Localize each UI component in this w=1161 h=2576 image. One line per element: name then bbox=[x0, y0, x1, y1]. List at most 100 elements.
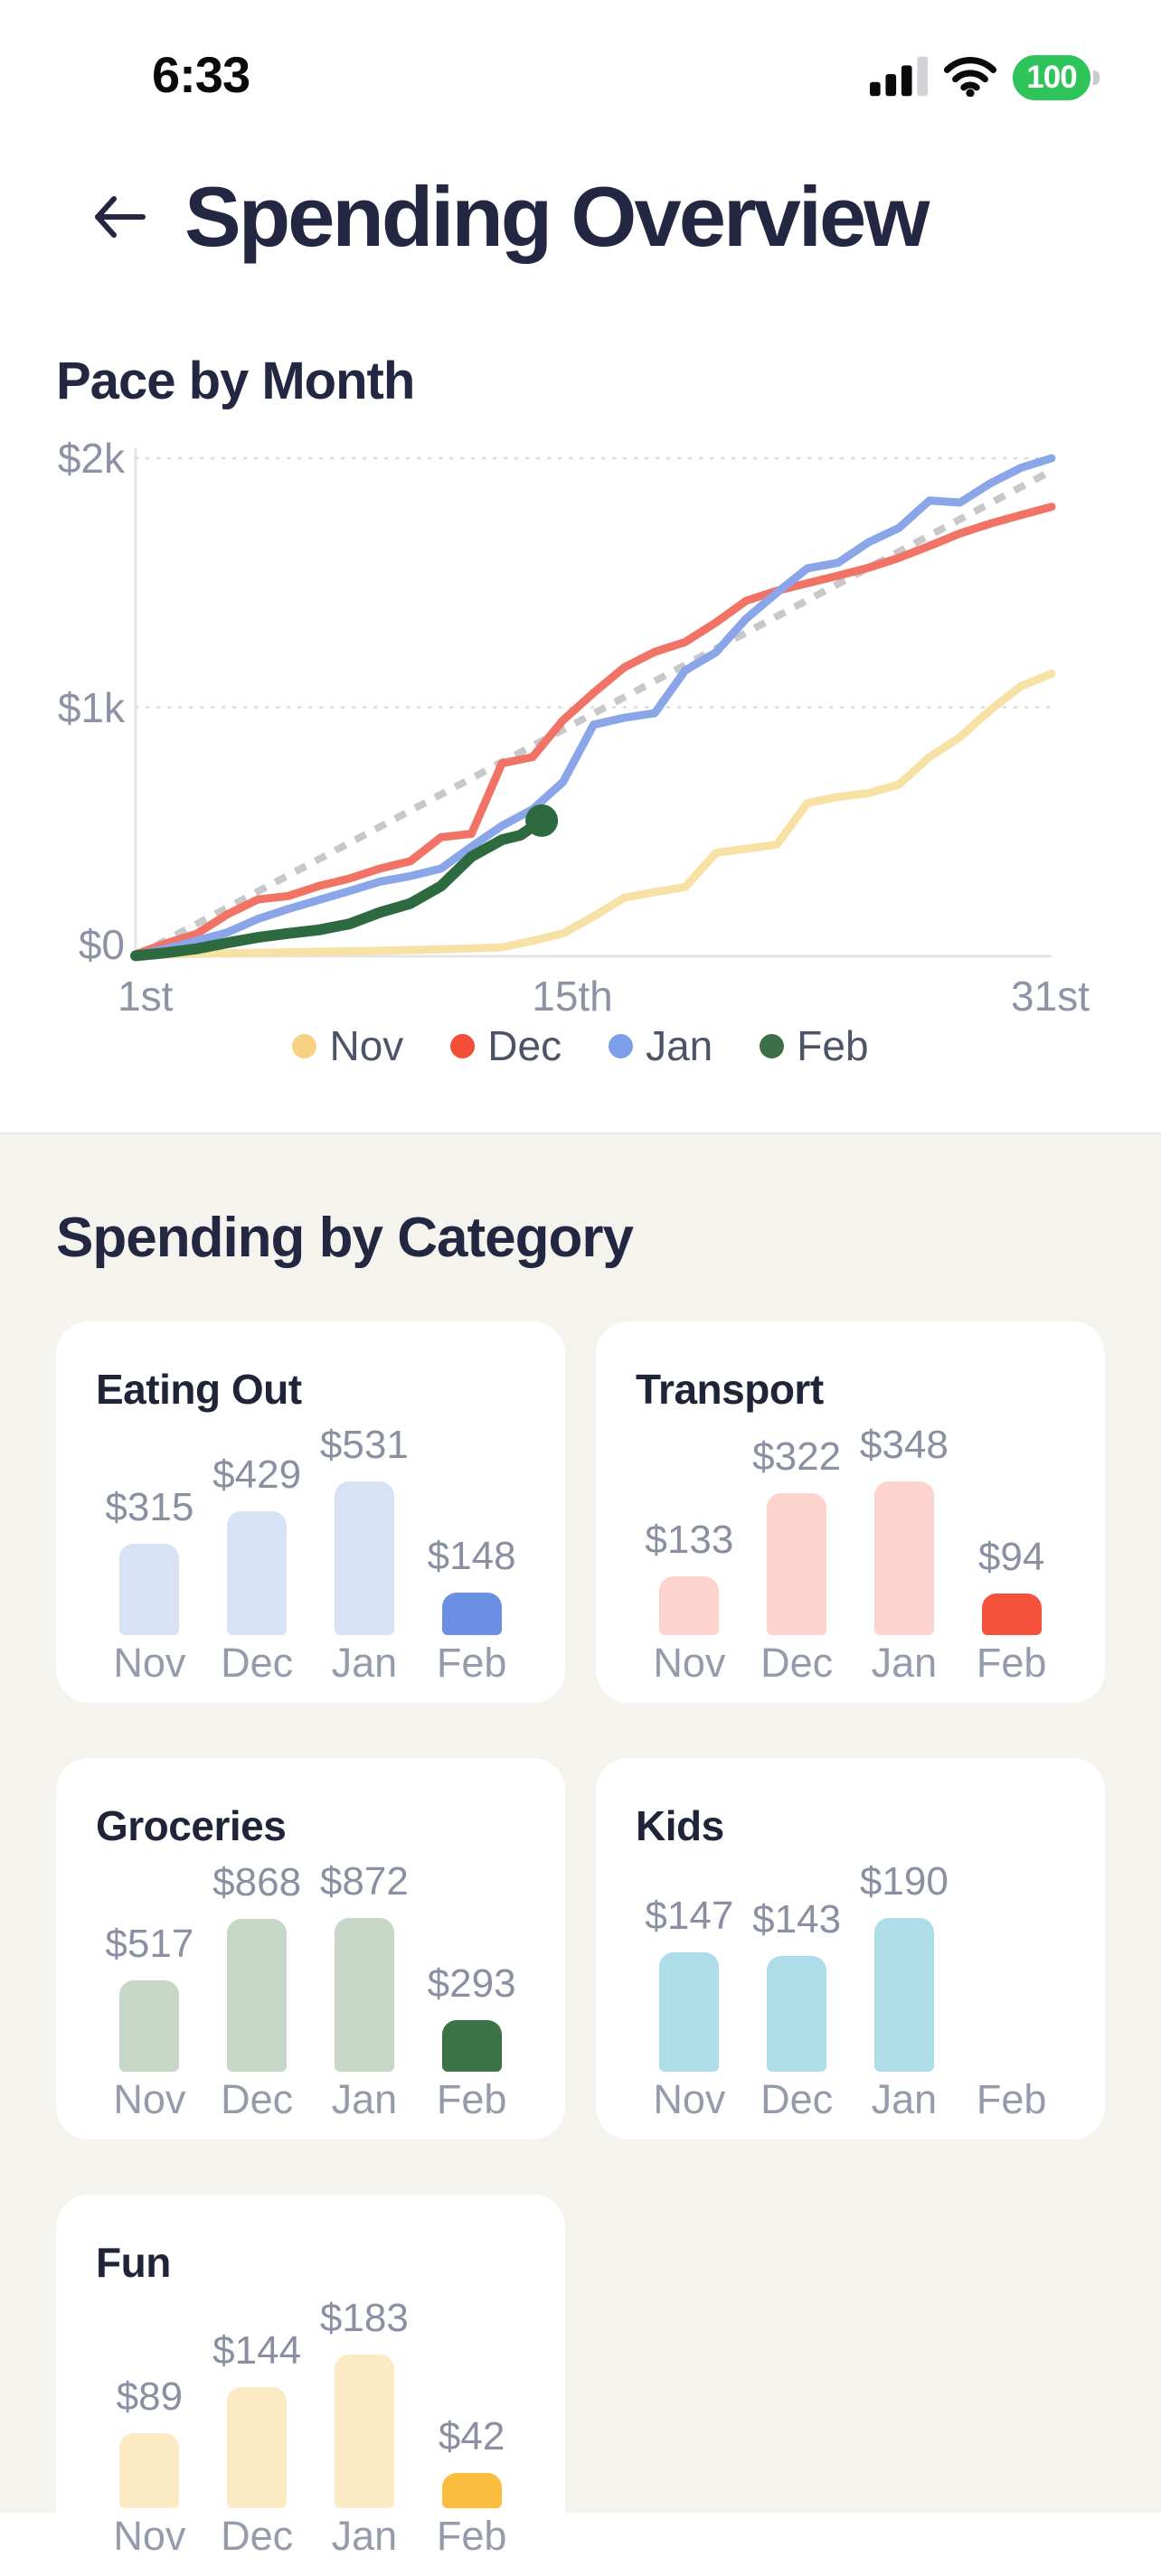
bar-month-label: Nov bbox=[653, 1640, 726, 1686]
bar-column: $190 bbox=[851, 1758, 958, 2072]
category-card-groceries: Groceries $517 Nov $868 Dec $872 Jan $293 Feb bbox=[56, 1758, 565, 2139]
bar-value-label: $143 bbox=[752, 1897, 842, 1941]
bar-jan bbox=[873, 1481, 934, 1635]
bar-dec bbox=[227, 2387, 288, 2508]
battery-nub bbox=[1093, 71, 1100, 85]
bar-jan bbox=[334, 2355, 394, 2508]
bar-column: $517 bbox=[96, 1758, 203, 2072]
bar-nov bbox=[119, 1544, 180, 1635]
card-title: Transport bbox=[636, 1366, 824, 1413]
bar-month-label: Dec bbox=[221, 2513, 294, 2559]
bar-dec bbox=[227, 1919, 288, 2072]
legend-item-dec: Dec bbox=[450, 1021, 562, 1070]
bar-value-label: $133 bbox=[645, 1518, 734, 1562]
bar-value-label: $868 bbox=[212, 1860, 302, 1904]
bar-jan bbox=[334, 1481, 394, 1635]
series-line-nov bbox=[131, 669, 1056, 960]
bar-column: $872 bbox=[311, 1758, 419, 2072]
bar-value-label: $94 bbox=[977, 1535, 1045, 1579]
bar-column: $315 bbox=[96, 1321, 203, 1635]
bar-column: $94 bbox=[958, 1321, 1065, 1635]
bar-feb bbox=[441, 2473, 502, 2508]
bar-value-label: $89 bbox=[116, 2374, 184, 2419]
bar-dec bbox=[227, 1511, 288, 1635]
bar-nov bbox=[119, 1980, 180, 2072]
legend-label: Nov bbox=[329, 1022, 404, 1069]
bar-month-label: Feb bbox=[436, 2513, 507, 2559]
bar-dec bbox=[767, 1956, 827, 2072]
pace-section-title: Pace by Month bbox=[56, 352, 415, 410]
battery-icon: 100 bbox=[1013, 55, 1100, 100]
bar-month-label: Feb bbox=[976, 2076, 1047, 2122]
bar-value-label: $429 bbox=[212, 1453, 302, 1497]
legend-label: Dec bbox=[487, 1022, 562, 1069]
bar-month-label: Dec bbox=[760, 1640, 834, 1686]
bar-jan bbox=[334, 1918, 394, 2072]
legend-item-nov: Nov bbox=[292, 1021, 403, 1070]
chart-legend: Nov Dec Jan Feb bbox=[0, 1021, 1161, 1070]
bar-month-label: Dec bbox=[221, 2076, 294, 2122]
bar-value-label: $42 bbox=[438, 2414, 505, 2458]
bar-value-label: $190 bbox=[859, 1859, 949, 1904]
bar-month-label: Dec bbox=[760, 2076, 834, 2122]
card-title: Kids bbox=[636, 1802, 724, 1849]
bar-month-label: Jan bbox=[331, 2076, 398, 2122]
bar-column: $148 bbox=[418, 1321, 525, 1635]
category-cards-grid: Eating Out $315 Nov $429 Dec $531 Jan $148 Feb Tr… bbox=[56, 1321, 1105, 2576]
bar-month-label: Feb bbox=[436, 1640, 507, 1686]
y-tick-label: $1k bbox=[57, 684, 125, 731]
x-tick-label: 15th bbox=[532, 973, 613, 1020]
bar-month-label: Nov bbox=[653, 2076, 726, 2122]
bar-column: $429 bbox=[203, 1321, 311, 1635]
bar-month-label: Jan bbox=[331, 1640, 398, 1686]
x-tick-label: 31st bbox=[1011, 973, 1090, 1020]
cellular-signal-icon bbox=[870, 55, 928, 101]
bar-value-label: $315 bbox=[105, 1485, 194, 1529]
card-title: Eating Out bbox=[96, 1366, 302, 1413]
series-line-pace bbox=[134, 467, 1053, 960]
wifi-icon bbox=[942, 54, 998, 101]
status-icons: 100 bbox=[870, 54, 1100, 101]
bar-value-label: $531 bbox=[319, 1423, 409, 1467]
bar-month-label: Jan bbox=[331, 2513, 398, 2559]
bar-column: $322 bbox=[743, 1321, 851, 1635]
bar-column: $531 bbox=[311, 1321, 419, 1635]
legend-dot-icon bbox=[292, 1033, 317, 1058]
legend-label: Jan bbox=[646, 1022, 713, 1069]
status-time: 6:33 bbox=[152, 46, 250, 103]
page-title: Spending Overview bbox=[184, 169, 930, 264]
back-button[interactable] bbox=[90, 192, 148, 242]
bar-month-label: Nov bbox=[113, 2513, 186, 2559]
bar-feb bbox=[441, 1593, 502, 1635]
bar-column: $293 bbox=[418, 1758, 525, 2072]
bar-dec bbox=[767, 1493, 827, 1635]
bar-column: $183 bbox=[311, 2195, 419, 2508]
bar-nov bbox=[119, 2433, 180, 2508]
bar-month-label: Jan bbox=[871, 1640, 938, 1686]
category-card-kids: Kids $147 Nov $143 Dec $190 Jan Feb bbox=[596, 1758, 1105, 2139]
card-title: Groceries bbox=[96, 1802, 287, 1849]
category-card-transport: Transport $133 Nov $322 Dec $348 Jan $94 Feb bbox=[596, 1321, 1105, 1703]
x-tick-label: 1st bbox=[118, 973, 174, 1020]
bar-column: $147 bbox=[636, 1758, 743, 2072]
series-line-feb bbox=[130, 814, 548, 962]
bar-value-label: $322 bbox=[752, 1434, 842, 1479]
bar-nov bbox=[659, 1576, 720, 1635]
bar-month-label: Jan bbox=[871, 2076, 938, 2122]
series-line-dec bbox=[131, 503, 1056, 959]
legend-label: Feb bbox=[797, 1022, 869, 1069]
legend-dot-icon bbox=[450, 1033, 476, 1058]
series-line-jan bbox=[131, 454, 1056, 960]
bar-column: $42 bbox=[418, 2195, 525, 2508]
bar-jan bbox=[873, 1918, 934, 2072]
legend-dot-icon bbox=[609, 1033, 634, 1058]
bar-value-label: $183 bbox=[319, 2296, 409, 2340]
bar-value-label: $147 bbox=[645, 1894, 734, 1938]
series-end-dot-feb bbox=[525, 804, 559, 837]
category-card-eating-out: Eating Out $315 Nov $429 Dec $531 Jan $148 Feb bbox=[56, 1321, 565, 1703]
bar-month-label: Nov bbox=[113, 1640, 186, 1686]
bar-feb bbox=[981, 1594, 1042, 1635]
bar-column: $133 bbox=[636, 1321, 743, 1635]
battery-percent-label: 100 bbox=[1026, 60, 1077, 95]
category-section-title: Spending by Category bbox=[56, 1207, 634, 1269]
